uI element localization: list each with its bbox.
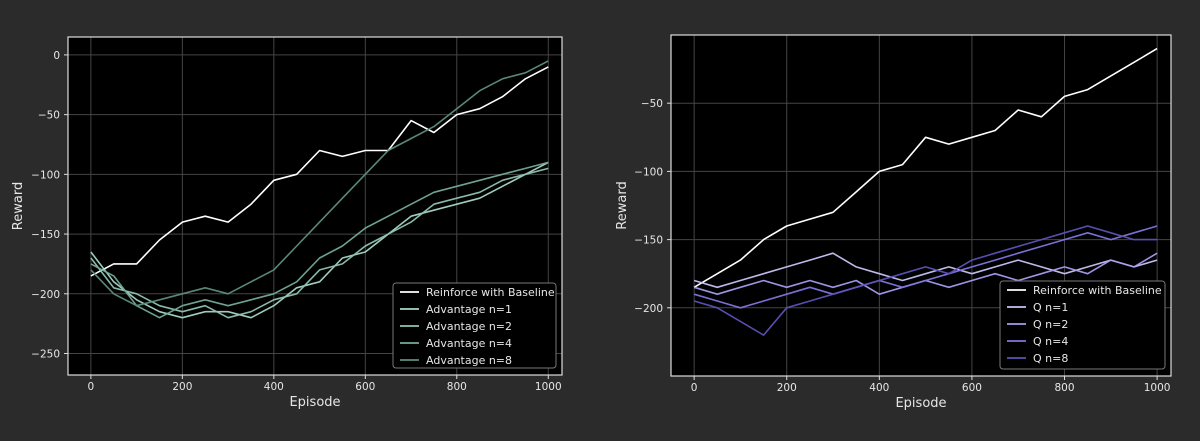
y-tick-label: −50: [641, 98, 663, 110]
ticks: 0 200 400 600 800 1000 −50 −100 −150 −200: [634, 98, 1170, 394]
y-tick-label: −150: [31, 229, 60, 241]
series-line-4: [693, 225, 1158, 309]
y-axis-label: Reward: [11, 182, 26, 230]
x-tick-label: 400: [264, 381, 284, 393]
legend-label-2: Advantage n=1: [426, 303, 512, 316]
y-tick-label: −200: [31, 289, 60, 301]
legend-label-1: Reinforce with Baseline: [1033, 284, 1162, 297]
chart-1: 0 200 400 600 800 1000 0 −50 −100 −150 −200 −250 Epi…: [11, 36, 563, 410]
x-tick-label: 0: [88, 381, 95, 393]
series-line-1: [693, 47, 1158, 288]
legend: Reinforce with Baseline Advantage n=1 Adva…: [392, 282, 557, 369]
grid: [671, 35, 1171, 376]
series-line-5: [90, 60, 549, 307]
x-axis-label: Episode: [895, 396, 946, 411]
legend-box: [392, 282, 557, 369]
x-tick-label: 800: [1054, 382, 1074, 394]
x-tick-label: 600: [355, 381, 375, 393]
y-axis-label: Reward: [615, 181, 630, 229]
x-tick-label: 800: [447, 381, 467, 393]
legend-box: [999, 280, 1166, 370]
legend-label-5: Advantage n=8: [426, 354, 512, 367]
series-group: [90, 60, 549, 319]
chart-2: 0 200 400 600 800 1000 −50 −100 −150 −200 Episode R…: [615, 34, 1172, 411]
axes-frame: [670, 34, 1172, 377]
legend-label-1: Reinforce with Baseline: [426, 286, 555, 299]
series-line-1: [90, 66, 549, 277]
legend-label-5: Q n=8: [1033, 352, 1068, 365]
x-tick-label: 200: [777, 382, 797, 394]
x-tick-label: 200: [172, 381, 192, 393]
x-tick-label: 400: [869, 382, 889, 394]
x-tick-label: 1000: [1144, 382, 1171, 394]
legend-label-2: Q n=1: [1033, 301, 1068, 314]
legend-label-4: Q n=4: [1033, 335, 1068, 348]
series-group: [693, 47, 1158, 336]
axes-frame: [67, 36, 563, 376]
y-tick-label: −50: [38, 110, 60, 122]
x-tick-label: 0: [691, 382, 698, 394]
y-tick-label: 0: [53, 50, 60, 62]
x-axis-label: Episode: [289, 395, 340, 410]
series-line-4: [90, 161, 549, 319]
x-tick-label: 1000: [535, 381, 562, 393]
ticks: 0 200 400 600 800 1000 0 −50 −100 −150 −200 −250: [31, 50, 561, 393]
y-tick-label: −100: [634, 166, 663, 178]
y-tick-label: −200: [634, 303, 663, 315]
y-tick-label: −250: [31, 349, 60, 361]
legend-label-4: Advantage n=4: [426, 337, 512, 350]
legend-label-3: Q n=2: [1033, 318, 1068, 331]
legend: Reinforce with Baseline Q n=1 Q n=2 Q n=4 Q …: [999, 280, 1166, 370]
y-tick-label: −150: [634, 235, 663, 247]
y-tick-label: −100: [31, 169, 60, 181]
series-line-2: [693, 252, 1158, 289]
legend-label-3: Advantage n=2: [426, 320, 512, 333]
series-line-5: [693, 225, 1158, 336]
x-tick-label: 600: [962, 382, 982, 394]
series-line-3: [90, 167, 549, 319]
